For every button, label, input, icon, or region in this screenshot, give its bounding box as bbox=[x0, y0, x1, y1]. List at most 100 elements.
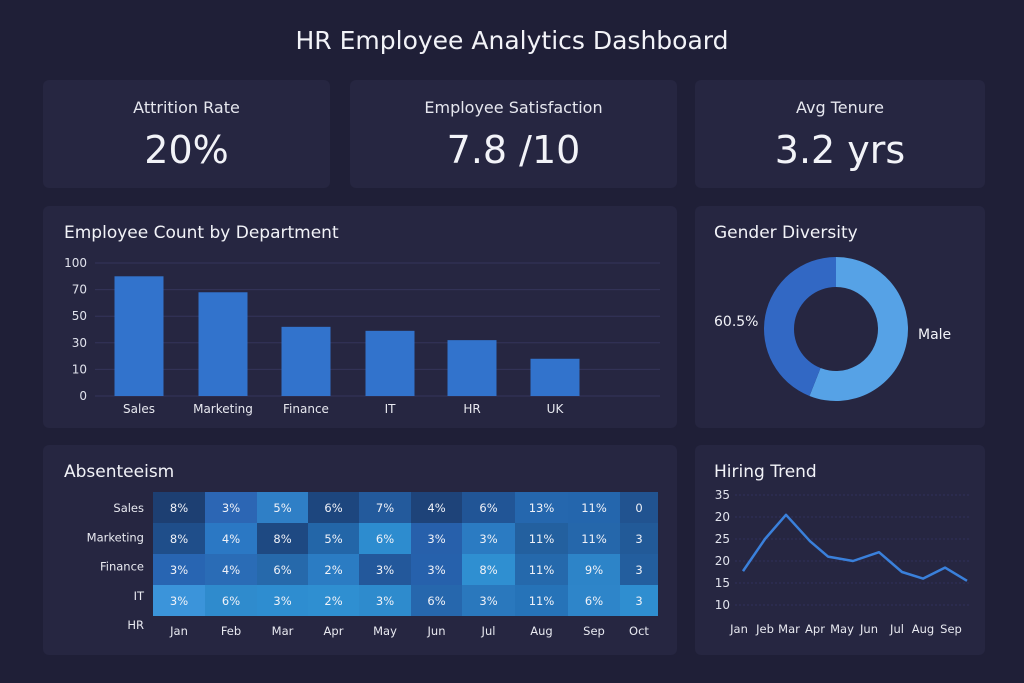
heatmap-cell bbox=[205, 492, 257, 523]
heatmap-cell-value: 3% bbox=[222, 501, 240, 515]
donut-label-percent: 60.5% bbox=[714, 314, 758, 330]
heatmap-col-label: Oct bbox=[629, 624, 649, 638]
line-chart-card: Hiring Trend bbox=[695, 445, 985, 655]
x-tick-label: Jeb bbox=[755, 622, 774, 636]
heatmap-cell-value: 4% bbox=[222, 563, 240, 577]
chart-title: Employee Count by Department bbox=[64, 223, 339, 243]
heatmap-cell bbox=[411, 554, 462, 585]
y-tick-label: 10 bbox=[72, 362, 87, 376]
heatmap-cell-value: 0 bbox=[635, 501, 642, 515]
heatmap-cell-value: 3% bbox=[170, 563, 188, 577]
x-tick-label: Sales bbox=[123, 402, 155, 416]
heatmap-cell-value: 3 bbox=[635, 563, 642, 577]
heatmap-cell bbox=[153, 554, 205, 585]
heatmap-cell bbox=[153, 585, 205, 616]
heatmap-cell-value: 11% bbox=[529, 532, 555, 546]
bar bbox=[365, 330, 415, 396]
heatmap-cell-value: 2% bbox=[324, 594, 342, 608]
kpi-label: Employee Satisfaction bbox=[424, 98, 603, 117]
heatmap-cell bbox=[620, 523, 658, 554]
heatmap-cell bbox=[515, 585, 568, 616]
heatmap-cell bbox=[568, 523, 620, 554]
x-tick-label: Jan bbox=[729, 622, 748, 636]
y-tick-label: 20 bbox=[715, 554, 730, 568]
heatmap-col-label: Feb bbox=[221, 624, 241, 638]
heatmap-cell-value: 8% bbox=[273, 532, 291, 546]
chart-title: Absenteeism bbox=[64, 462, 175, 482]
heatmap-cell bbox=[153, 492, 205, 523]
heatmap-row-label: Finance bbox=[100, 560, 144, 574]
heatmap-col-label: Jun bbox=[427, 624, 446, 638]
heatmap-cell-value: 11% bbox=[529, 594, 555, 608]
heatmap-row-label: HR bbox=[127, 618, 144, 632]
donut-slice bbox=[764, 257, 836, 396]
heatmap-cell-value: 6% bbox=[427, 594, 445, 608]
kpi-label: Avg Tenure bbox=[796, 98, 884, 117]
y-tick-label: 10 bbox=[715, 598, 730, 612]
heatmap-cell bbox=[359, 554, 411, 585]
heatmap-col-label: Jul bbox=[481, 624, 496, 638]
heatmap-cell-value: 6% bbox=[324, 501, 342, 515]
y-tick-label: 100 bbox=[64, 256, 87, 270]
heatmap-cell bbox=[257, 492, 308, 523]
heatmap-col-label: May bbox=[373, 624, 397, 638]
heatmap-cell-value: 6% bbox=[222, 594, 240, 608]
bar bbox=[281, 326, 331, 396]
bar bbox=[198, 292, 248, 396]
heatmap-cell bbox=[411, 492, 462, 523]
kpi-tenure-card: Avg Tenure 3.2 yrs bbox=[695, 80, 985, 188]
heatmap-cell bbox=[359, 492, 411, 523]
heatmap-cell bbox=[153, 523, 205, 554]
heatmap-col-label: Apr bbox=[324, 624, 344, 638]
heatmap-cell-value: 8% bbox=[479, 563, 497, 577]
heatmap-cell-value: 4% bbox=[222, 532, 240, 546]
heatmap-row-label: IT bbox=[134, 589, 145, 603]
x-tick-label: Aug bbox=[912, 622, 934, 636]
heatmap-cell bbox=[308, 492, 359, 523]
bar bbox=[530, 358, 580, 396]
heatmap-cell-value: 3% bbox=[273, 594, 291, 608]
x-tick-label: IT bbox=[385, 402, 397, 416]
heatmap-row-label: Marketing bbox=[87, 530, 144, 544]
heatmap-cell-value: 3% bbox=[479, 532, 497, 546]
heatmap-cell bbox=[359, 523, 411, 554]
kpi-satisfaction-card: Employee Satisfaction 7.8 /10 bbox=[350, 80, 677, 188]
heatmap-cell-value: 13% bbox=[529, 501, 555, 515]
kpi-value: 20% bbox=[144, 128, 229, 172]
heatmap-cell-value: 4% bbox=[427, 501, 445, 515]
heatmap-cell bbox=[308, 585, 359, 616]
heatmap-cell-value: 3% bbox=[170, 594, 188, 608]
heatmap-cell-value: 5% bbox=[324, 532, 342, 546]
heatmap-cell-value: 2% bbox=[324, 563, 342, 577]
heatmap-cell bbox=[205, 585, 257, 616]
chart-title: Gender Diversity bbox=[714, 223, 858, 243]
x-tick-label: Jul bbox=[889, 622, 904, 636]
heatmap-cell bbox=[515, 523, 568, 554]
dashboard-title: HR Employee Analytics Dashboard bbox=[295, 26, 729, 55]
heatmap-cell-value: 3% bbox=[376, 563, 394, 577]
heatmap-cell bbox=[462, 554, 515, 585]
heatmap-row-label: Sales bbox=[113, 501, 144, 515]
x-tick-label: UK bbox=[547, 402, 565, 416]
y-tick-label: 50 bbox=[72, 309, 87, 323]
y-tick-label: 0 bbox=[79, 389, 87, 403]
heatmap-cell-value: 3 bbox=[635, 594, 642, 608]
chart-title: Hiring Trend bbox=[714, 462, 817, 482]
heatmap-cell bbox=[257, 554, 308, 585]
heatmap-cell-value: 9% bbox=[585, 563, 603, 577]
heatmap-cell bbox=[620, 585, 658, 616]
heatmap-cell bbox=[515, 492, 568, 523]
x-tick-label: Marketing bbox=[193, 402, 253, 416]
heatmap-cell-value: 7% bbox=[376, 501, 394, 515]
heatmap-cell bbox=[462, 523, 515, 554]
donut-label-male: Male bbox=[918, 327, 951, 343]
heatmap-col-label: Aug bbox=[530, 624, 552, 638]
kpi-label: Attrition Rate bbox=[133, 98, 240, 117]
donut-slice bbox=[809, 257, 909, 401]
heatmap-cell-value: 11% bbox=[581, 501, 607, 515]
heatmap-cell-value: 3% bbox=[427, 563, 445, 577]
heatmap-cell-value: 8% bbox=[170, 501, 188, 515]
hiring-trend-line bbox=[741, 513, 968, 582]
heatmap-cell bbox=[308, 523, 359, 554]
